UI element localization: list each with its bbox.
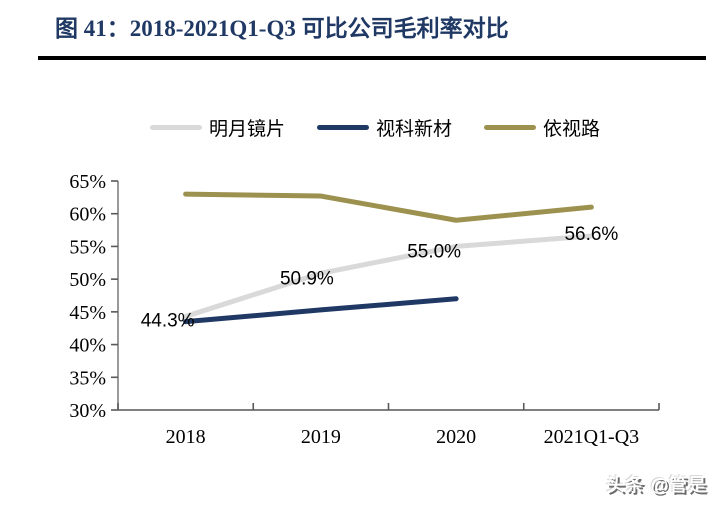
x-tick-label: 2020 (436, 426, 476, 448)
series-line-1 (183, 296, 459, 325)
y-tick-label: 35% (69, 367, 106, 389)
x-tick-label: 2019 (301, 426, 341, 448)
y-tick-label: 60% (69, 204, 106, 226)
legend-label: 明月镜片 (209, 118, 286, 140)
y-tick-label: 50% (69, 269, 106, 291)
x-tick-label: 2018 (166, 426, 206, 448)
legend-label: 依视路 (543, 118, 601, 140)
title-divider-rule (38, 56, 706, 60)
y-tick-label: 65% (69, 171, 106, 193)
legend-label: 视科新材 (376, 118, 453, 140)
legend-item-mingyue: 明月镜片 (150, 114, 285, 141)
legend-line-swatch (317, 124, 370, 130)
y-tick-label: 40% (69, 335, 106, 357)
watermark: 头条 @管是 (606, 475, 707, 495)
y-tick-label: 55% (69, 236, 106, 258)
data-label-0-1: 50.9% (280, 268, 334, 289)
y-tick-label: 30% (69, 400, 106, 422)
data-label-0-3: 56.6% (564, 224, 618, 245)
figure-title: 图 41：2018-2021Q1-Q3 可比公司毛利率对比 (55, 16, 509, 41)
y-tick-label: 45% (69, 302, 106, 324)
legend-line-swatch (484, 124, 537, 130)
data-label-0-0: 44.3% (141, 310, 195, 331)
legend-line-swatch (150, 124, 202, 130)
series-line-2 (183, 191, 594, 223)
legend-item-shike: 视科新材 (317, 114, 452, 141)
legend-item-yishilu: 依视路 (484, 114, 600, 141)
data-label-0-2: 55.0% (407, 241, 461, 262)
series-line-0 (183, 233, 594, 319)
x-tick-label: 2021Q1-Q3 (544, 426, 640, 448)
chart-legend: 明月镜片 视科新材 依视路 (150, 114, 600, 140)
